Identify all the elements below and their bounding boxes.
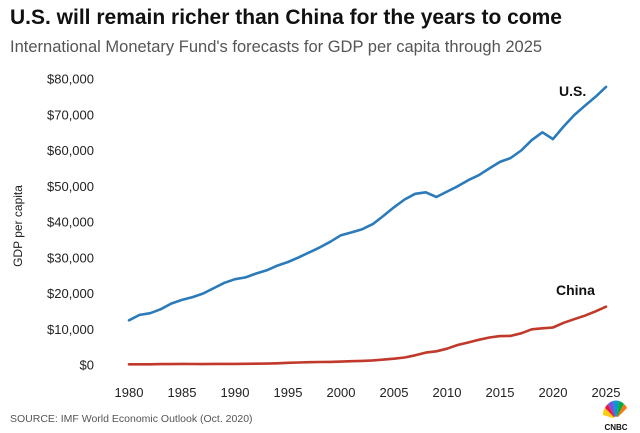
series-line-us: [127, 85, 608, 322]
y-tick-label: $10,000: [47, 322, 94, 337]
chart-subtitle: International Monetary Fund's forecasts …: [10, 38, 543, 56]
y-tick-label: $20,000: [47, 286, 94, 301]
x-axis-ticks: 1980 1985 1990 1995 2000 2005 2010 2015 2020 2025: [115, 385, 621, 400]
x-tick-label: 2015: [486, 385, 515, 400]
y-tick-label: $30,000: [47, 250, 94, 265]
x-tick-label: 1980: [115, 385, 144, 400]
chart-title: U.S. will remain richer than China for t…: [10, 6, 562, 29]
series-lines: [127, 85, 608, 366]
x-tick-label: 2000: [327, 385, 356, 400]
series-label-china: China: [556, 282, 595, 298]
y-axis-label: GDP per capita: [11, 185, 25, 267]
peacock-feathers: [602, 400, 627, 422]
line-chart: $0 $10,000 $20,000 $30,000 $40,000 $50,000 $60…: [11, 72, 621, 401]
y-tick-label: $50,000: [47, 179, 94, 194]
series-line-china: [127, 305, 608, 366]
cnbc-peacock-logo: CNBC: [602, 400, 628, 432]
y-tick-label: $60,000: [47, 143, 94, 158]
y-tick-label: $80,000: [47, 72, 94, 87]
series-label-us: U.S.: [559, 83, 586, 99]
source-note: SOURCE: IMF World Economic Outlook (Oct.…: [10, 413, 253, 425]
x-tick-label: 2025: [592, 385, 621, 400]
logo-wordmark: CNBC: [604, 423, 627, 432]
x-tick-label: 2020: [539, 385, 568, 400]
x-tick-label: 2010: [433, 385, 462, 400]
x-tick-label: 1995: [274, 385, 303, 400]
x-tick-label: 1990: [221, 385, 250, 400]
y-tick-label: $0: [80, 358, 94, 373]
x-tick-label: 1985: [168, 385, 197, 400]
x-tick-label: 2005: [380, 385, 409, 400]
y-axis-ticks: $0 $10,000 $20,000 $30,000 $40,000 $50,000 $60…: [47, 72, 94, 373]
y-tick-label: $70,000: [47, 107, 94, 122]
y-tick-label: $40,000: [47, 215, 94, 230]
